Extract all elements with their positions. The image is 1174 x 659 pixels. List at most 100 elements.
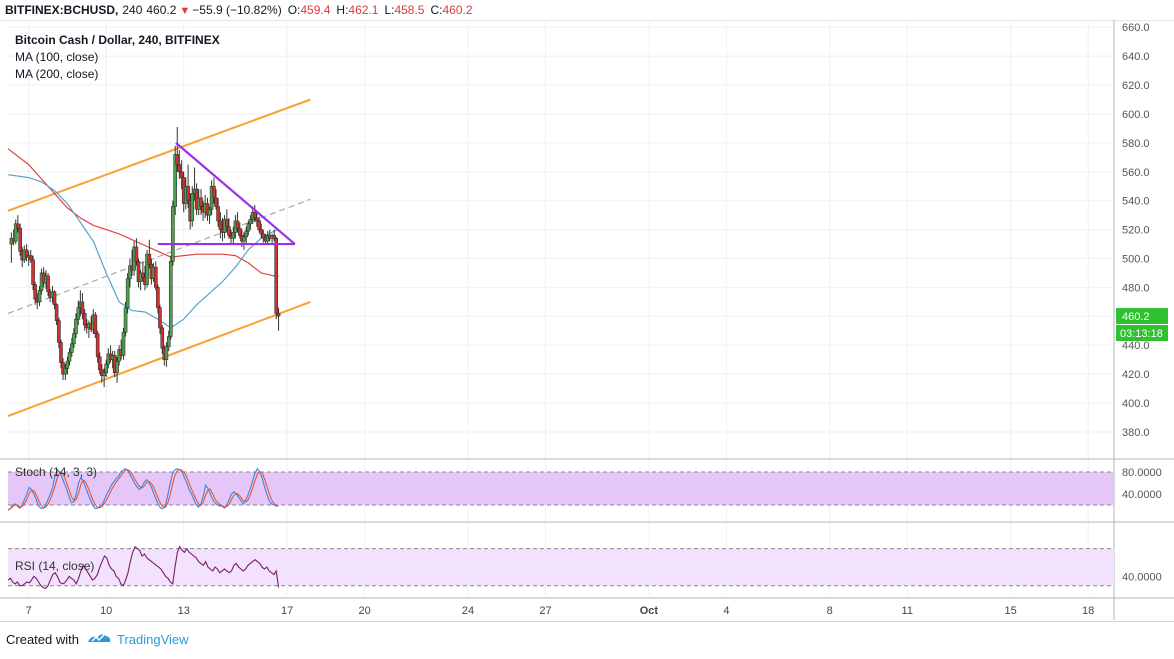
price-tick-label: 600.0	[1122, 109, 1150, 121]
candle	[37, 285, 42, 307]
candle-body	[46, 275, 50, 293]
candle-body	[244, 230, 249, 238]
candle	[177, 150, 182, 180]
tradingview-logo-icon[interactable]	[86, 630, 112, 646]
candle	[248, 215, 253, 230]
candle	[255, 210, 259, 227]
candle	[175, 126, 180, 172]
candle	[272, 229, 276, 242]
time-tick-label: 24	[462, 605, 474, 617]
candle	[121, 327, 126, 360]
ma200-line	[7, 148, 279, 277]
stoch-band	[8, 472, 1114, 505]
candle	[242, 232, 246, 250]
candle-body	[63, 368, 68, 375]
channel-upper-line	[7, 98, 311, 212]
candle	[57, 317, 61, 349]
candle-body	[82, 313, 87, 326]
candle	[276, 307, 281, 331]
symbol-name[interactable]: BITFINEX:BCHUSD,	[5, 3, 119, 17]
candle-body	[123, 307, 128, 333]
candle-body	[97, 356, 102, 371]
candle	[145, 249, 149, 288]
candle-body	[190, 193, 195, 222]
price-tick-label: 380.0	[1122, 427, 1150, 439]
candle-body	[134, 246, 139, 262]
price-tick-label: 660.0	[1122, 22, 1150, 34]
chart-legend: Bitcoin Cash / Dollar, 240, BITFINEX MA …	[15, 32, 220, 83]
candle-body	[214, 197, 218, 207]
stoch-title: Stoch (14, 3, 3)	[15, 465, 97, 479]
candle	[74, 313, 78, 339]
timeframe[interactable]: 240	[122, 3, 143, 17]
low-label: L:	[384, 3, 395, 17]
rsi-title: RSI (14, close)	[15, 559, 94, 573]
candle-body	[218, 220, 223, 230]
candle-body	[33, 284, 37, 300]
candle-body	[57, 320, 61, 343]
price-tick-label: 580.0	[1122, 138, 1150, 150]
time-tick-label: 15	[1005, 605, 1017, 617]
candle	[216, 197, 220, 227]
candle	[97, 352, 102, 375]
candle	[52, 290, 57, 310]
rsi-tick-label: 40.0000	[1122, 571, 1162, 583]
candle-body	[207, 209, 212, 216]
price-tick-label: 520.0	[1122, 225, 1150, 237]
candle-body	[164, 346, 169, 361]
candle-body	[212, 185, 216, 199]
legend-ma200[interactable]: MA (200, close)	[15, 67, 99, 81]
candle	[46, 272, 50, 297]
candle	[207, 206, 212, 224]
candle	[154, 261, 158, 291]
candle	[235, 212, 240, 233]
candle	[82, 309, 87, 331]
candle-body	[242, 236, 246, 242]
price-tick-label: 500.0	[1122, 254, 1150, 266]
candle-body	[160, 327, 165, 349]
candle-body	[225, 219, 229, 228]
created-with-label: Created with	[6, 632, 79, 647]
high-label: H:	[336, 3, 349, 17]
candle-body	[31, 259, 35, 285]
candle-body	[261, 233, 266, 239]
candle-body	[128, 265, 132, 280]
candle	[171, 200, 175, 266]
price-tick-label: 440.0	[1122, 340, 1150, 352]
candle-body	[76, 307, 81, 320]
legend-ma100[interactable]: MA (100, close)	[15, 50, 99, 64]
candle-body	[216, 206, 220, 222]
candle-body	[177, 164, 182, 173]
candle-body	[199, 197, 203, 207]
candle-body	[18, 227, 22, 252]
candle	[147, 239, 152, 269]
candle	[179, 160, 184, 190]
ma100-line	[7, 174, 279, 329]
candle-body	[171, 206, 175, 262]
candle-body	[121, 331, 126, 356]
candle	[24, 244, 29, 262]
candle-body	[115, 360, 119, 374]
candle-body	[252, 211, 257, 219]
price-change: −55.9 (−10.82%)	[192, 3, 282, 17]
candle-body	[13, 223, 18, 242]
time-tick-label: 7	[26, 605, 32, 617]
price-tick-label: 420.0	[1122, 369, 1150, 381]
candle	[16, 215, 20, 233]
candle	[33, 281, 37, 305]
candle	[65, 356, 70, 375]
time-tick-label: 4	[723, 605, 729, 617]
rsi-series-line	[7, 545, 280, 590]
chart-area[interactable]: 660.0 640.0 620.0 600.0 580.0 560.0 540.0 520.0…	[0, 20, 1174, 621]
symbol-header: BITFINEX:BCHUSD, 240 460.2 ▼ −55.9 (−10.82%)…	[0, 0, 1174, 21]
close-value: 460.2	[442, 3, 473, 17]
price-tick-label: 640.0	[1122, 51, 1150, 63]
candle	[160, 325, 165, 354]
candle-body	[158, 307, 162, 329]
high-value: 462.1	[348, 3, 379, 17]
tradingview-link[interactable]: TradingView	[117, 632, 189, 647]
candle-body	[125, 278, 130, 308]
candle	[115, 356, 119, 383]
price-tick-label: 480.0	[1122, 282, 1150, 294]
candle	[93, 312, 98, 339]
